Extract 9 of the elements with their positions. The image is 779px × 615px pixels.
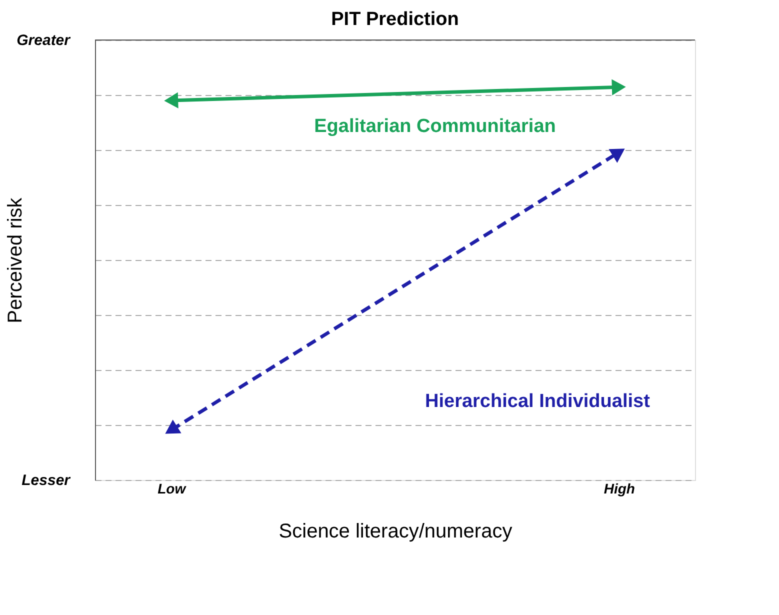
x-tick-label: High — [604, 480, 635, 496]
text: Hierarchical Individualist — [425, 391, 651, 412]
chart-title: PIT Prediction — [331, 9, 459, 30]
text: Lesser — [22, 472, 72, 489]
text: Greater — [16, 32, 72, 49]
x-axis-title: Science literacy/numeracy — [278, 520, 512, 542]
series-label: Egalitarian Communitarian — [314, 116, 556, 137]
x-tick-label: Low — [158, 480, 187, 496]
y-axis-title: Perceived risk — [4, 196, 26, 324]
